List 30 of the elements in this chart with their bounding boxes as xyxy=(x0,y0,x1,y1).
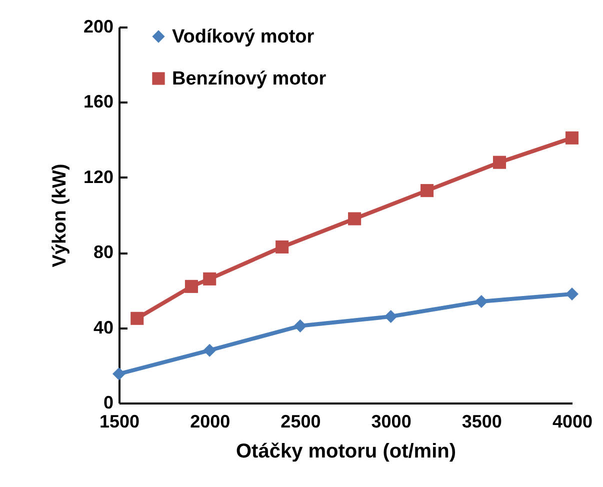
x-tick-label: 2500 xyxy=(280,412,321,432)
x-axis-title: Otáčky motoru (ot/min) xyxy=(236,440,456,462)
y-axis-title: Výkon (kW) xyxy=(49,164,70,268)
point xyxy=(203,272,216,286)
point xyxy=(294,319,307,332)
legend-label: Benzínový motor xyxy=(172,68,327,90)
x-tick-label: 2000 xyxy=(190,412,230,432)
y-tick-label: 40 xyxy=(93,317,114,338)
point xyxy=(493,156,506,169)
y-tick-label: 160 xyxy=(83,92,114,112)
x-tick-label: 3500 xyxy=(462,412,502,432)
point xyxy=(348,212,362,226)
point xyxy=(112,367,126,380)
point xyxy=(276,240,289,254)
y-tick-label: 0 xyxy=(103,392,114,412)
x-tick-label: 4000 xyxy=(552,412,593,432)
point xyxy=(474,294,488,308)
x-tick-label: 3000 xyxy=(371,412,412,432)
point xyxy=(420,184,434,198)
point xyxy=(565,131,579,144)
point xyxy=(203,344,216,357)
point xyxy=(384,310,398,324)
point xyxy=(565,287,579,300)
point xyxy=(184,280,198,293)
y-tick-label: 120 xyxy=(83,166,114,187)
y-tick-label: 200 xyxy=(83,16,114,36)
point xyxy=(130,312,144,325)
y-tick-label: 80 xyxy=(93,242,114,262)
x-tick-label: 1500 xyxy=(99,412,140,432)
legend-label: Vodíkový motor xyxy=(172,26,315,48)
